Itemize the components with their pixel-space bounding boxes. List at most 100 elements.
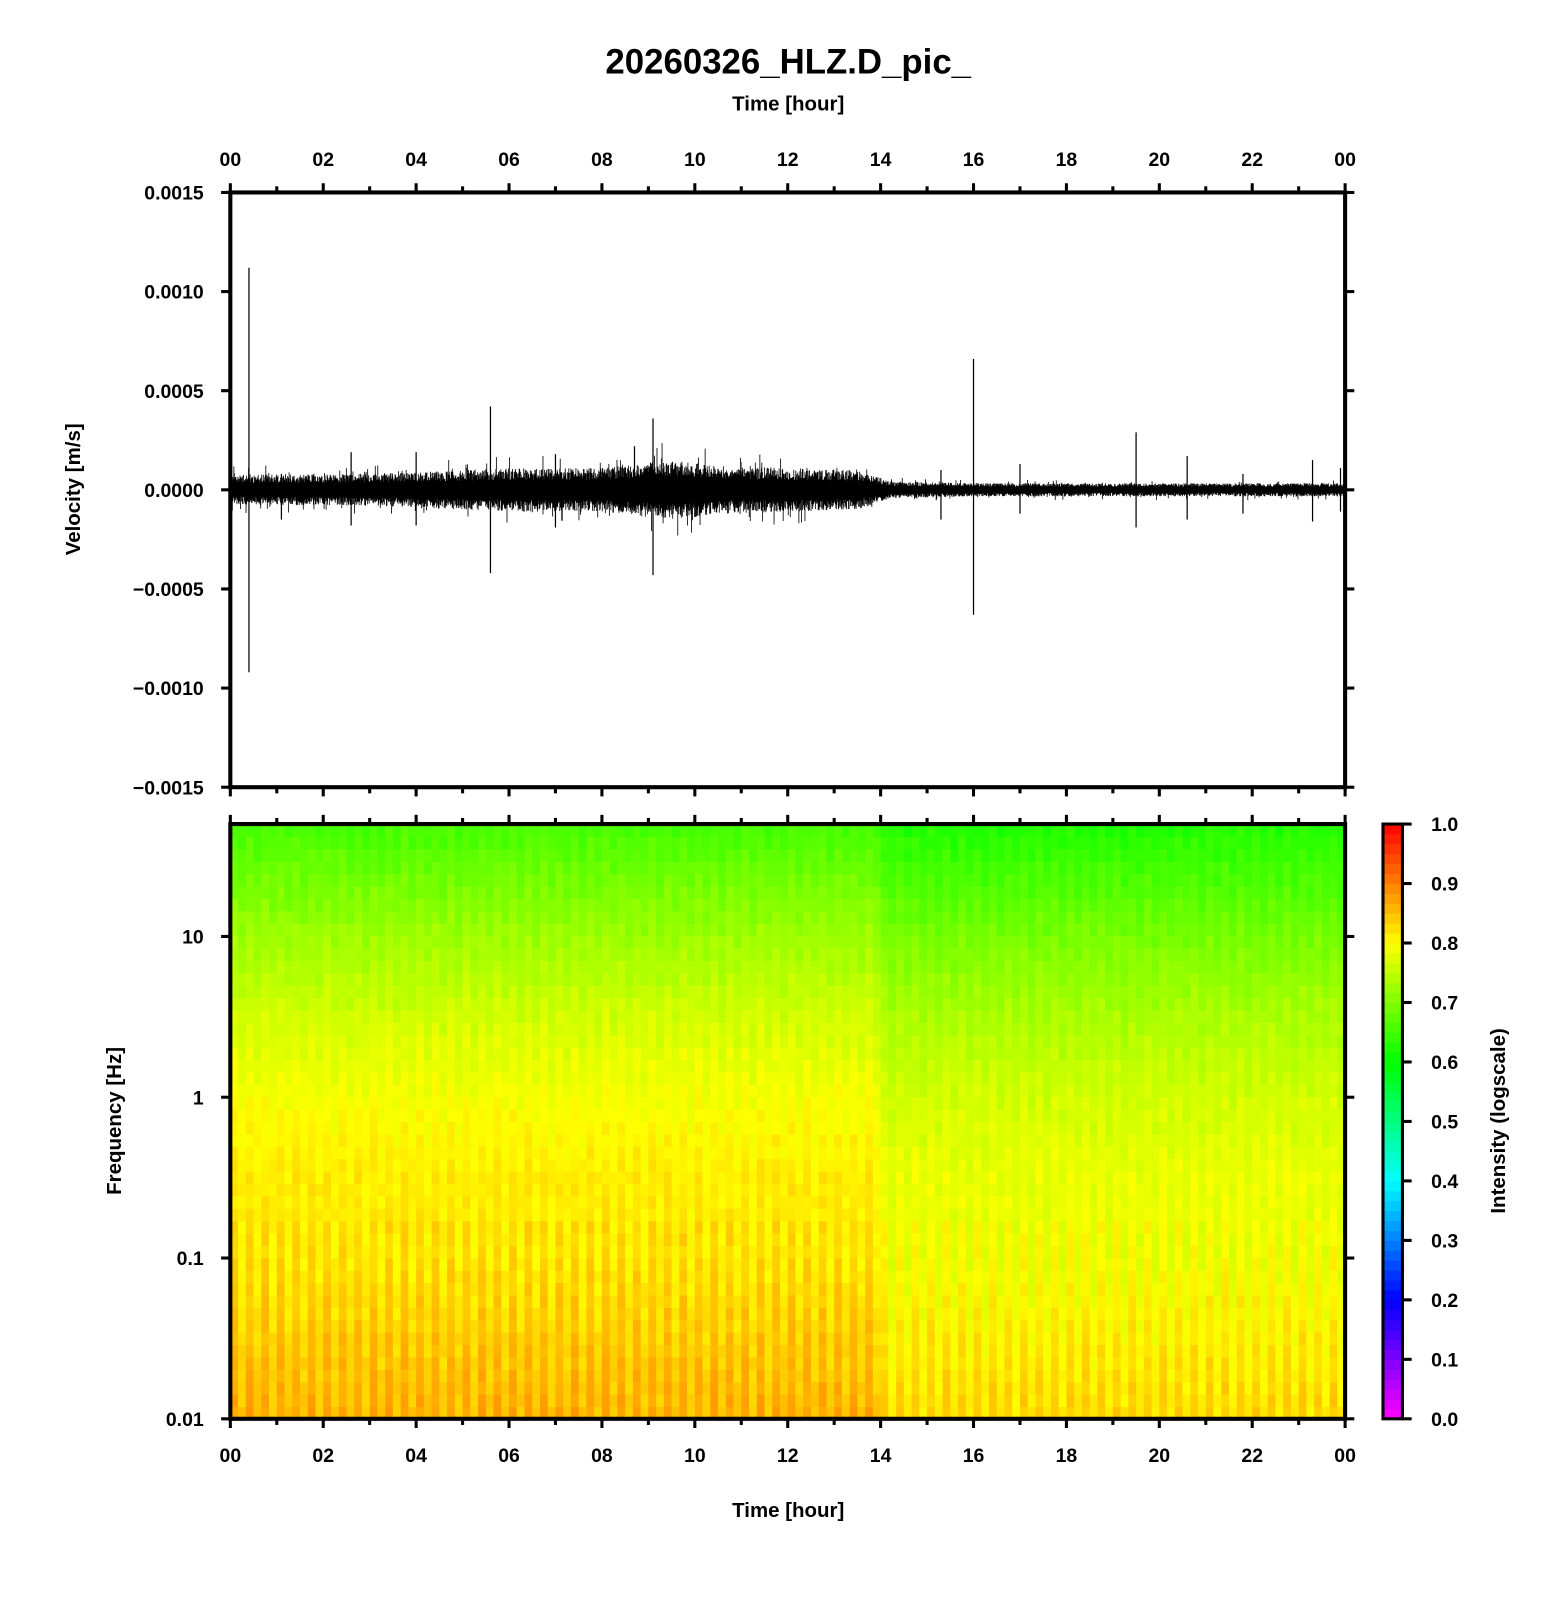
spectrogram-cell — [927, 985, 936, 999]
spectrogram-cell — [663, 873, 673, 887]
spectrogram-cell — [656, 1009, 665, 1023]
spectrogram-cell — [485, 972, 495, 986]
spectrogram-cell — [447, 1009, 456, 1023]
spectrogram-cell — [733, 1406, 742, 1420]
spectrogram-cell — [354, 947, 363, 961]
spectrogram-cell — [555, 1059, 564, 1073]
spectrogram-cell — [586, 923, 595, 937]
spectrogram-cell — [1027, 1332, 1037, 1346]
spectrogram-cell — [253, 1282, 262, 1296]
spectrogram-cell — [632, 947, 642, 961]
spectrogram-cell — [818, 836, 828, 850]
spectrogram-cell — [416, 1059, 425, 1073]
spectrogram-cell — [1004, 1282, 1013, 1296]
spectrogram-cell — [803, 1133, 812, 1147]
spectrogram-cell — [749, 861, 758, 875]
spectrogram-cell — [601, 960, 611, 974]
spectrogram-cell — [663, 1195, 673, 1209]
spectrogram-cell — [563, 1009, 572, 1023]
spectrogram-cell — [307, 848, 317, 862]
spectrogram-cell — [601, 1294, 611, 1308]
spectrogram-cell — [810, 1257, 820, 1271]
spectrogram-cell — [447, 1369, 456, 1383]
spectrogram-cell — [919, 1096, 928, 1110]
spectrogram-cell — [338, 997, 348, 1011]
spectrogram-cell — [509, 824, 518, 838]
spectrogram-cell — [292, 886, 301, 900]
spectrogram-cell — [718, 1332, 727, 1346]
spectrogram-cell — [958, 1195, 967, 1209]
spectrogram-cell — [555, 1245, 564, 1259]
spectrogram-cell — [625, 1282, 634, 1296]
spectrogram-cell — [725, 1356, 735, 1370]
spectrogram-cell — [253, 910, 262, 924]
spectrogram-cell — [230, 1257, 239, 1271]
spectrogram-cell — [594, 1294, 603, 1308]
spectrogram-cell — [300, 1307, 309, 1321]
spectrogram-cell — [354, 1059, 363, 1073]
spectrogram-cell — [1027, 1071, 1037, 1085]
spectrogram-cell — [841, 1034, 851, 1048]
spectrogram-cell — [509, 1381, 518, 1395]
spectrogram-cell — [988, 1121, 998, 1135]
spectrogram-cell — [238, 1047, 247, 1061]
spectrogram-cell — [238, 848, 247, 862]
spectrogram-cell — [532, 1170, 541, 1184]
spectrogram-cell — [687, 1071, 696, 1085]
spectrogram-cell — [679, 1133, 688, 1147]
spectrogram-cell — [787, 1022, 797, 1036]
spectrogram-cell — [377, 1394, 386, 1408]
spectrogram-cell — [570, 848, 580, 862]
spectrogram-cell — [547, 824, 557, 838]
spectrogram-cell — [617, 1009, 626, 1023]
spectrogram-cell — [671, 1394, 680, 1408]
spectrogram-cell — [988, 1232, 998, 1246]
spectrogram-cell — [439, 935, 448, 949]
spectrogram-cell — [524, 972, 533, 986]
spectrogram-cell — [447, 910, 456, 924]
spectrogram-cell — [694, 1022, 704, 1036]
spectrogram-cell — [679, 1257, 688, 1271]
spectrogram-cell — [973, 910, 982, 924]
spectrogram-cell — [253, 923, 262, 937]
spectrogram-cell — [431, 1109, 440, 1123]
spectrogram-cell — [911, 960, 920, 974]
spectrogram-cell — [772, 1034, 781, 1048]
spectrogram-cell — [284, 1344, 293, 1358]
spectrogram-cell — [919, 824, 928, 838]
spectrogram-cell — [539, 1022, 549, 1036]
spectrogram-cell — [594, 997, 603, 1011]
spectrogram-cell — [896, 898, 905, 912]
spectrogram-cell — [524, 997, 533, 1011]
spectrogram-cell — [656, 1170, 665, 1184]
spectrogram-cell — [423, 1158, 433, 1172]
spectrogram-cell — [988, 1332, 998, 1346]
spectrogram-cell — [988, 1294, 998, 1308]
spectrogram-cell — [741, 1394, 750, 1408]
spectrogram-cell — [942, 1319, 951, 1333]
spectrogram-cell — [292, 824, 301, 838]
spectrogram-cell — [563, 861, 572, 875]
spectrogram-cell — [292, 1307, 301, 1321]
spectrogram-cell — [238, 1270, 247, 1284]
spectrogram-cell — [570, 1257, 580, 1271]
spectrogram-cell — [330, 1022, 340, 1036]
spectrogram-cell — [315, 1047, 324, 1061]
spectrogram-cell — [563, 898, 572, 912]
spectrogram-cell — [718, 1245, 727, 1259]
spectrogram-cell — [292, 1344, 301, 1358]
spectrogram-cell — [625, 1232, 634, 1246]
spectrogram-cell — [1019, 1369, 1029, 1383]
spectrogram-cell — [586, 1183, 595, 1197]
spectrogram-cell — [880, 1183, 889, 1197]
spectrogram-cell — [718, 1282, 727, 1296]
spectrogram-cell — [981, 1133, 990, 1147]
spectrogram-cell — [694, 1394, 704, 1408]
spectrogram-cell — [578, 1034, 588, 1048]
spectrogram-cell — [896, 1294, 905, 1308]
spectrogram-cell — [369, 1170, 379, 1184]
spectrogram-cell — [679, 1270, 688, 1284]
spectrogram-cell — [818, 1009, 828, 1023]
spectrogram-cell — [609, 1195, 619, 1209]
spectrogram-cell — [640, 972, 649, 986]
